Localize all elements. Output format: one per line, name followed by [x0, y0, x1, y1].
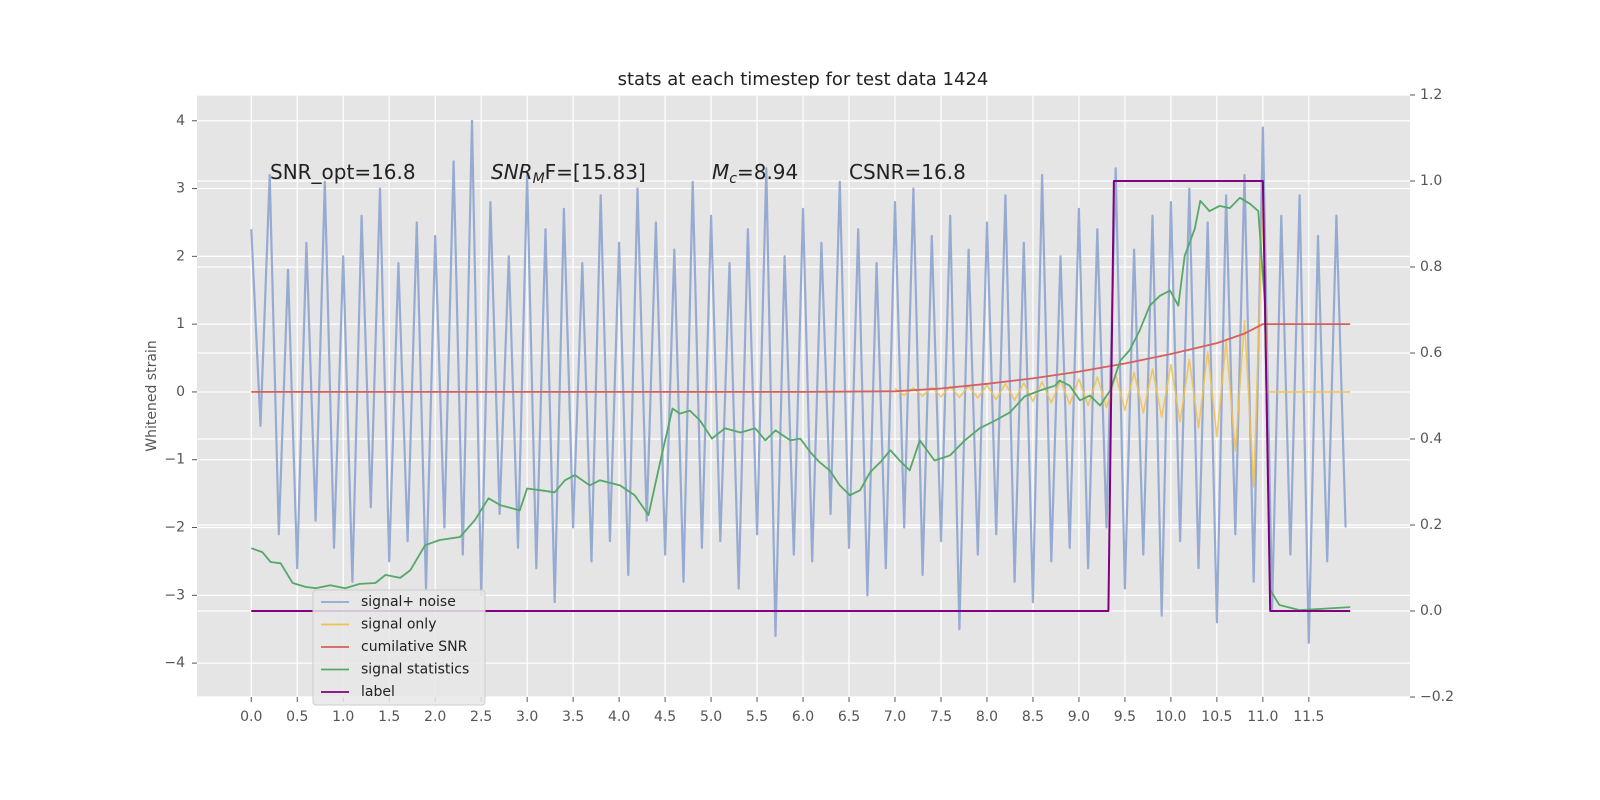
annotation: CSNR=16.8 — [849, 160, 966, 184]
y-axis-label: Whitened strain — [144, 340, 160, 451]
y-tick-label: 1 — [176, 316, 185, 332]
y2-tick-label: 0.4 — [1420, 431, 1442, 447]
y-tick-label: −3 — [164, 587, 185, 603]
y-tick-label: 3 — [176, 181, 185, 197]
y2-tick-label: 0.0 — [1420, 603, 1442, 619]
x-tick-label: 10.5 — [1201, 709, 1232, 725]
annotation-rest: =8.94 — [737, 160, 798, 184]
y2-tick-label: 1.2 — [1420, 87, 1442, 103]
annotation: Mc=8.94 — [712, 160, 798, 188]
x-tick-label: 10.0 — [1155, 709, 1186, 725]
x-tick-label: 0.5 — [286, 709, 308, 725]
series-line — [251, 323, 1351, 393]
x-tick-label: 8.5 — [1022, 709, 1044, 725]
legend-label: signal statistics — [361, 662, 469, 678]
x-tick-label: 9.0 — [1068, 709, 1090, 725]
y-tick-label: 2 — [176, 248, 185, 264]
x-tick-label: 9.5 — [1114, 709, 1136, 725]
annotation-rest: F=[15.83] — [545, 160, 646, 184]
x-tick-label: 7.0 — [884, 709, 906, 725]
annotation-sub: M — [533, 171, 545, 187]
series-line — [894, 201, 1351, 488]
series-line — [250, 119, 1347, 644]
y-tick-label: −1 — [164, 452, 185, 468]
y-tick-label: 0 — [176, 384, 185, 400]
x-tick-label: 6.5 — [838, 709, 860, 725]
x-tick-label: 1.5 — [378, 709, 400, 725]
x-tick-label: 11.5 — [1293, 709, 1324, 725]
chart-title: stats at each timestep for test data 142… — [618, 69, 989, 90]
annotation-text: SNR_opt=16.8 — [270, 160, 416, 184]
y2-tick-label: 0.6 — [1420, 345, 1442, 361]
x-tick-label: 4.5 — [654, 709, 676, 725]
grid — [197, 94, 1410, 698]
x-tick-label: 2.5 — [470, 709, 492, 725]
series-line — [250, 196, 1351, 611]
y-tick-label: −2 — [164, 520, 185, 536]
x-tick-label: 0.0 — [240, 709, 262, 725]
x-tick-label: 2.0 — [424, 709, 446, 725]
y-tick-label: 4 — [176, 113, 185, 129]
annotation: SNRMF=[15.83] — [491, 160, 646, 188]
legend-label: label — [361, 684, 395, 700]
y2-tick-label: −0.2 — [1420, 689, 1454, 705]
annotation-text: SNR — [491, 160, 533, 184]
x-tick-label: 6.0 — [792, 709, 814, 725]
legend-label: cumilative SNR — [361, 639, 468, 655]
y2-tick-label: 0.8 — [1420, 259, 1442, 275]
x-tick-label: 8.0 — [976, 709, 998, 725]
x-tick-label: 7.5 — [930, 709, 952, 725]
annotation-text: CSNR=16.8 — [849, 160, 966, 184]
legend-label: signal+ noise — [361, 594, 456, 610]
x-tick-label: 3.5 — [562, 709, 584, 725]
legend-box — [312, 589, 486, 706]
series-line — [251, 180, 1351, 612]
legend-label: signal only — [361, 617, 436, 633]
x-tick-label: 3.0 — [516, 709, 538, 725]
x-tick-label: 11.0 — [1247, 709, 1278, 725]
x-tick-label: 1.0 — [332, 709, 354, 725]
x-tick-label: 5.5 — [746, 709, 768, 725]
y-tick-label: −4 — [164, 655, 185, 671]
y2-tick-label: 0.2 — [1420, 517, 1442, 533]
x-tick-label: 5.0 — [700, 709, 722, 725]
annotation-text: M — [712, 160, 729, 184]
annotation-sub: c — [729, 171, 737, 187]
annotation: SNR_opt=16.8 — [270, 160, 416, 184]
x-tick-label: 4.0 — [608, 709, 630, 725]
y2-tick-label: 1.0 — [1420, 173, 1442, 189]
